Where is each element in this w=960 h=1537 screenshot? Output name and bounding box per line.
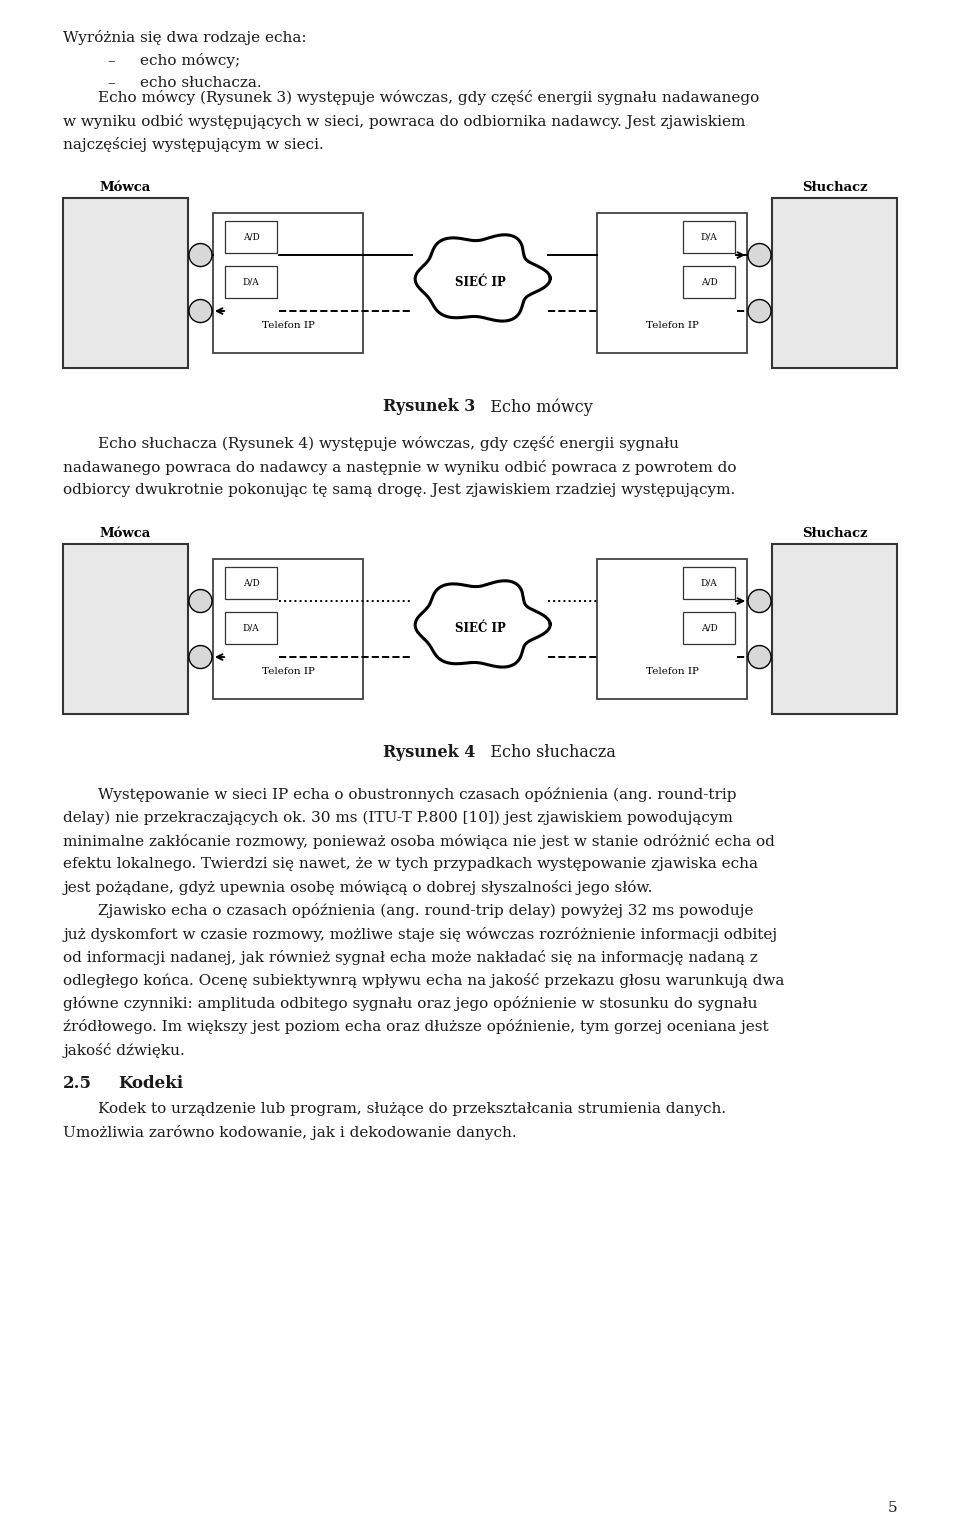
- Bar: [225, 221, 277, 254]
- Text: od informacji nadanej, jak również sygnał echa może nakładać się na informację n: od informacji nadanej, jak również sygna…: [63, 950, 757, 965]
- Bar: [683, 567, 735, 599]
- Text: odległego końca. Ocenę subiektywnrą wpływu echa na jakość przekazu głosu warunku: odległego końca. Ocenę subiektywnrą wpły…: [63, 973, 784, 988]
- Text: minimalne zakłócanie rozmowy, ponieważ osoba mówiąca nie jest w stanie odróżnić : minimalne zakłócanie rozmowy, ponieważ o…: [63, 833, 775, 848]
- Text: A/D: A/D: [701, 278, 717, 286]
- Text: Wyróżnia się dwa rodzaje echa:: Wyróżnia się dwa rodzaje echa:: [63, 31, 306, 45]
- Bar: [683, 612, 735, 644]
- Text: źródłowego. Im większy jest poziom echa oraz dłuższe opóźnienie, tym gorzej ocen: źródłowego. Im większy jest poziom echa …: [63, 1019, 769, 1034]
- Text: A/D: A/D: [701, 624, 717, 633]
- Text: Kodeki: Kodeki: [118, 1074, 183, 1093]
- Text: SIEĆ IP: SIEĆ IP: [455, 621, 505, 635]
- Bar: [683, 221, 735, 254]
- Circle shape: [189, 646, 212, 669]
- Text: Telefon IP: Telefon IP: [261, 667, 315, 676]
- Text: –     echo słuchacza.: – echo słuchacza.: [108, 77, 262, 91]
- Text: Telefon IP: Telefon IP: [645, 667, 699, 676]
- Text: D/A: D/A: [701, 232, 717, 241]
- Text: główne czynniki: amplituda odbitego sygnału oraz jego opóźnienie w stosunku do s: główne czynniki: amplituda odbitego sygn…: [63, 996, 757, 1011]
- Text: Zjawisko echa o czasach opóźnienia (ang. round-trip delay) powyżej 32 ms powoduj: Zjawisko echa o czasach opóźnienia (ang.…: [98, 904, 754, 918]
- Text: D/A: D/A: [243, 624, 259, 633]
- Text: odbiorcy dwukrotnie pokonując tę samą drogę. Jest zjawiskiem rzadziej występując: odbiorcy dwukrotnie pokonując tę samą dr…: [63, 483, 735, 496]
- Text: Mówca: Mówca: [100, 181, 151, 194]
- Bar: [772, 198, 897, 367]
- Text: –     echo mówcy;: – echo mówcy;: [108, 54, 240, 68]
- Text: Umożliwia zarówno kodowanie, jak i dekodowanie danych.: Umożliwia zarówno kodowanie, jak i dekod…: [63, 1125, 516, 1140]
- Bar: [772, 544, 897, 715]
- Circle shape: [748, 300, 771, 323]
- Text: Telefon IP: Telefon IP: [261, 321, 315, 329]
- Text: już dyskomfort w czasie rozmowy, możliwe staje się wówczas rozróżnienie informac: już dyskomfort w czasie rozmowy, możliwe…: [63, 927, 778, 942]
- Text: Występowanie w sieci IP echa o obustronnych czasach opóźnienia (ang. round-trip: Występowanie w sieci IP echa o obustronn…: [98, 787, 736, 802]
- Text: najczęściej występującym w sieci.: najczęściej występującym w sieci.: [63, 137, 324, 152]
- Text: jest pożądane, gdyż upewnia osobę mówiącą o dobrej słyszalności jego słów.: jest pożądane, gdyż upewnia osobę mówiąc…: [63, 881, 653, 895]
- Text: A/D: A/D: [243, 578, 259, 587]
- Circle shape: [189, 300, 212, 323]
- Polygon shape: [415, 235, 550, 321]
- Text: delay) nie przekraczających ok. 30 ms (ITU-T P.800 [10]) jest zjawiskiem powoduj: delay) nie przekraczających ok. 30 ms (I…: [63, 810, 732, 825]
- Bar: [225, 567, 277, 599]
- Text: efektu lokalnego. Twierdzi się nawet, że w tych przypadkach występowanie zjawisk: efektu lokalnego. Twierdzi się nawet, że…: [63, 856, 758, 871]
- Bar: [597, 559, 747, 699]
- Text: Echo mówcy (Rysunek 3) występuje wówczas, gdy część energii sygnału nadawanego: Echo mówcy (Rysunek 3) występuje wówczas…: [98, 91, 759, 106]
- Text: nadawanego powraca do nadawcy a następnie w wyniku odbić powraca z powrotem do: nadawanego powraca do nadawcy a następni…: [63, 460, 736, 475]
- Text: Echo mówcy: Echo mówcy: [475, 398, 592, 415]
- Text: 5: 5: [887, 1502, 897, 1515]
- Text: Mówca: Mówca: [100, 527, 151, 539]
- Text: Rysunek 4: Rysunek 4: [383, 744, 475, 761]
- Circle shape: [748, 243, 771, 266]
- Circle shape: [748, 590, 771, 613]
- Text: Kodek to urządzenie lub program, służące do przekształcania strumienia danych.: Kodek to urządzenie lub program, służące…: [98, 1102, 726, 1116]
- Bar: [63, 544, 188, 715]
- Text: 2.5: 2.5: [63, 1074, 92, 1093]
- Bar: [213, 214, 363, 354]
- Text: Echo słuchacza (Rysunek 4) występuje wówczas, gdy część energii sygnału: Echo słuchacza (Rysunek 4) występuje wów…: [98, 437, 679, 452]
- Bar: [225, 266, 277, 298]
- Text: D/A: D/A: [701, 578, 717, 587]
- Text: Słuchacz: Słuchacz: [802, 527, 867, 539]
- Circle shape: [189, 590, 212, 613]
- Bar: [63, 198, 188, 367]
- Bar: [597, 214, 747, 354]
- Text: w wyniku odbić występujących w sieci, powraca do odbiornika nadawcy. Jest zjawis: w wyniku odbić występujących w sieci, po…: [63, 114, 745, 129]
- Circle shape: [189, 243, 212, 266]
- Bar: [225, 612, 277, 644]
- Polygon shape: [415, 581, 550, 667]
- Text: jakość dźwięku.: jakość dźwięku.: [63, 1042, 184, 1057]
- Text: Słuchacz: Słuchacz: [802, 181, 867, 194]
- Text: Echo słuchacza: Echo słuchacza: [475, 744, 616, 761]
- Circle shape: [748, 646, 771, 669]
- Text: Rysunek 3: Rysunek 3: [383, 398, 475, 415]
- Text: D/A: D/A: [243, 278, 259, 286]
- Bar: [683, 266, 735, 298]
- Text: Telefon IP: Telefon IP: [645, 321, 699, 329]
- Bar: [213, 559, 363, 699]
- Text: SIEĆ IP: SIEĆ IP: [455, 275, 505, 289]
- Text: A/D: A/D: [243, 232, 259, 241]
